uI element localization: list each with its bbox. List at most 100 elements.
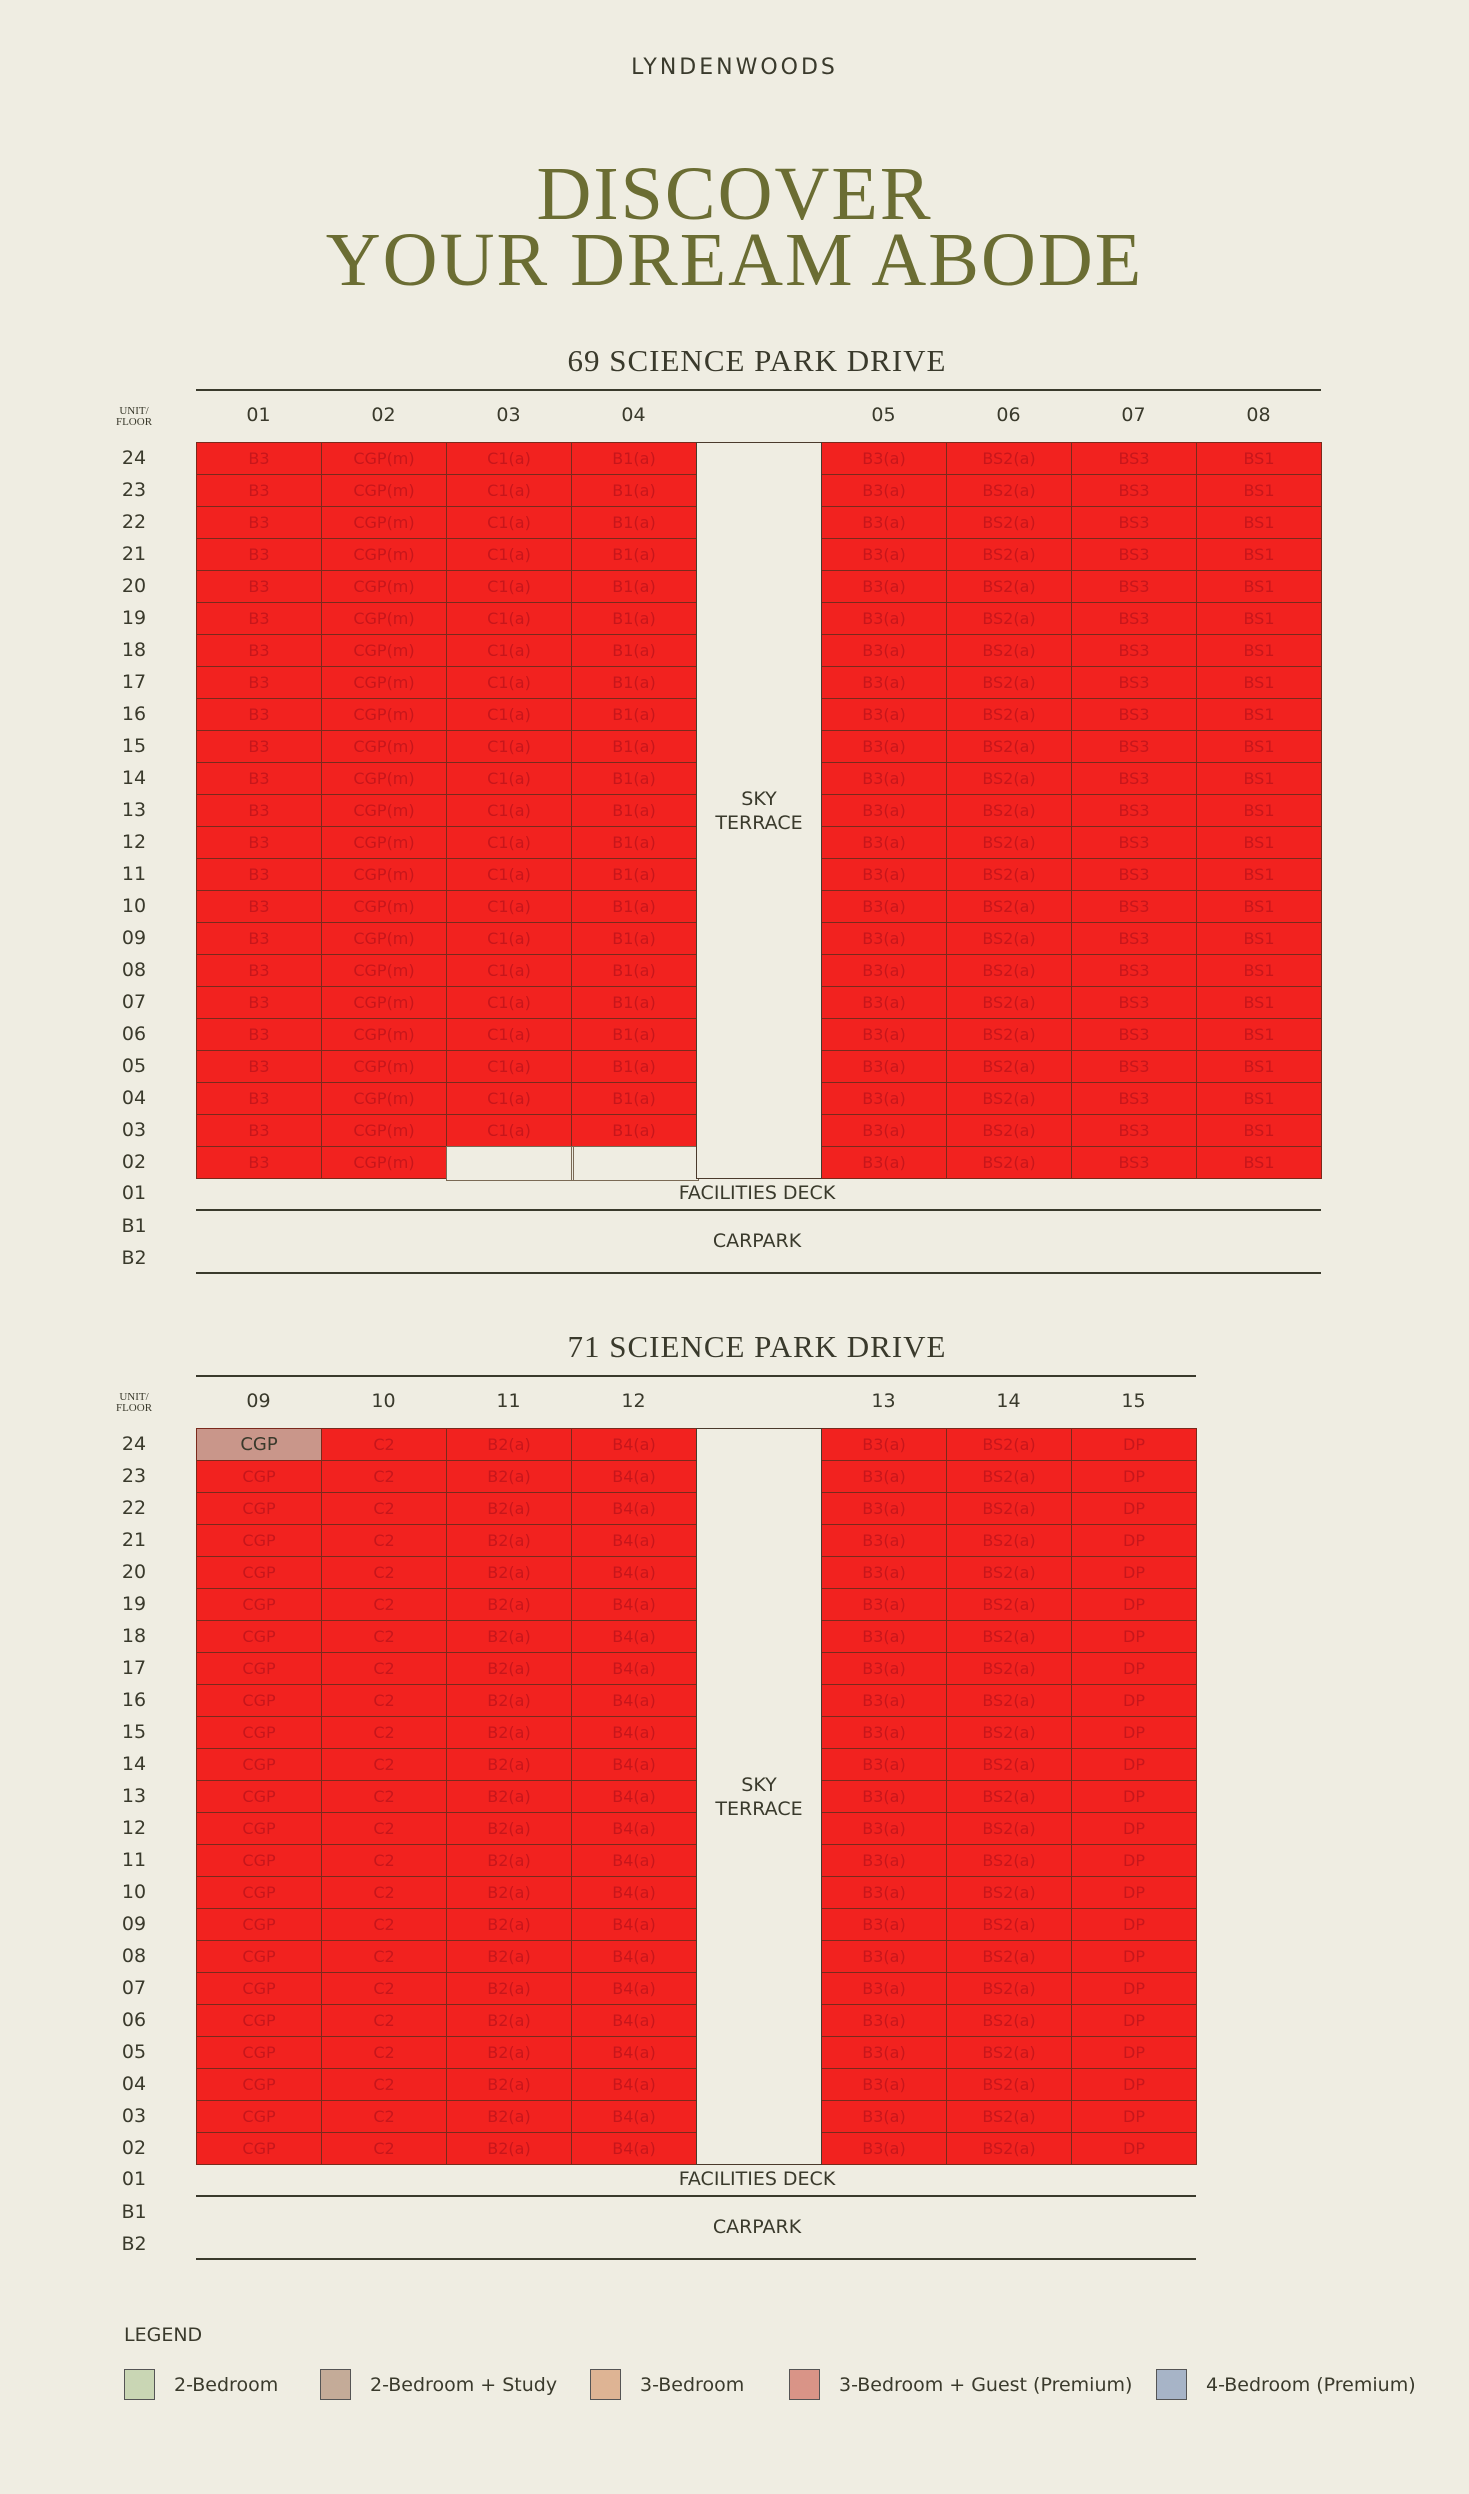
unit-cell: C1(a): [446, 666, 572, 699]
unit-cell: B2(a): [446, 1812, 572, 1845]
unit-cell: B1(a): [571, 890, 697, 923]
unit-cell: CGP(m): [321, 570, 447, 603]
unit-cell: B3(a): [821, 826, 947, 859]
unit-cell: BS2(a): [946, 1652, 1072, 1685]
unit-cell: BS1: [1196, 794, 1322, 827]
unit-cell: B3(a): [821, 954, 947, 987]
unit-cell: CGP(m): [321, 506, 447, 539]
unit-cell: CGP(m): [321, 1018, 447, 1051]
unit-cell: C2: [321, 1588, 447, 1621]
floor-label: 06: [121, 2009, 147, 2031]
legend-label: 2-Bedroom + Study: [370, 2373, 558, 2396]
unit-cell: BS1: [1196, 954, 1322, 987]
unit-cell: B4(a): [571, 1652, 697, 1685]
unit-cell: DP: [1071, 1684, 1197, 1717]
unit-cell: B4(a): [571, 1524, 697, 1557]
unit-cell: B2(a): [446, 1620, 572, 1653]
unit-cell: B2(a): [446, 1908, 572, 1941]
unit-cell: C2: [321, 1844, 447, 1877]
unit-cell: C2: [321, 1620, 447, 1653]
unit-cell: C1(a): [446, 826, 572, 859]
unit-cell: B3(a): [821, 1684, 947, 1717]
unit-cell: B3(a): [821, 1588, 947, 1621]
unit-cell: CGP(m): [321, 986, 447, 1019]
unit-cell: B3(a): [821, 474, 947, 507]
unit-cell: BS2(a): [946, 1588, 1072, 1621]
unit-cell: DP: [1071, 1524, 1197, 1557]
legend-label: 3-Bedroom: [640, 2373, 745, 2396]
unit-cell: B4(a): [571, 2100, 697, 2133]
unit-cell: C2: [321, 2036, 447, 2069]
unit-cell: CGP: [196, 1716, 322, 1749]
unit-cell: C2: [321, 1428, 447, 1461]
unit-cell: BS3: [1071, 506, 1197, 539]
unit-cell: B1(a): [571, 506, 697, 539]
unit-cell: CGP: [196, 1524, 322, 1557]
unit-cell: B3: [196, 986, 322, 1019]
unit-cell: BS1: [1196, 570, 1322, 603]
floor-label: 24: [121, 447, 147, 469]
floor-label: 08: [121, 959, 147, 981]
unit-cell: B1(a): [571, 1050, 697, 1083]
unit-cell: B3(a): [821, 602, 947, 635]
page-title: YOUR DREAM ABODE: [325, 217, 1144, 302]
unit-cell: C1(a): [446, 858, 572, 891]
unit-cell: CGP(m): [321, 1082, 447, 1115]
unit-cell: B3: [196, 826, 322, 859]
unit-cell: DP: [1071, 1556, 1197, 1589]
unit-cell: DP: [1071, 1492, 1197, 1525]
unit-cell: B3(a): [821, 922, 947, 955]
unit-cell: B3(a): [821, 442, 947, 475]
unit-cell: B3(a): [821, 1492, 947, 1525]
unit-cell: B4(a): [571, 1492, 697, 1525]
unit-cell: B2(a): [446, 2068, 572, 2101]
unit-cell: CGP(m): [321, 762, 447, 795]
unit-cell: CGP(m): [321, 858, 447, 891]
unit-cell: B2(a): [446, 1716, 572, 1749]
unit-cell: B3(a): [821, 666, 947, 699]
unit-cell: DP: [1071, 1780, 1197, 1813]
unit-cell: BS3: [1071, 634, 1197, 667]
unit-cell: B4(a): [571, 1972, 697, 2005]
unit-cell: BS1: [1196, 1018, 1322, 1051]
column-header: 03: [496, 404, 521, 426]
unit-cell: B2(a): [446, 1588, 572, 1621]
unit-cell: DP: [1071, 1812, 1197, 1845]
unit-cell: BS3: [1071, 1146, 1197, 1179]
unit-cell: C2: [321, 1556, 447, 1589]
unit-cell: C2: [321, 1652, 447, 1685]
unit-cell: B3(a): [821, 570, 947, 603]
unit-cell: B3(a): [821, 2036, 947, 2069]
unit-cell: C1(a): [446, 634, 572, 667]
floor-label: 06: [121, 1023, 147, 1045]
unit-cell: CGP: [196, 1588, 322, 1621]
floor-label: 04: [121, 2073, 147, 2095]
unit-cell: BS3: [1071, 890, 1197, 923]
unit-cell: C1(a): [446, 474, 572, 507]
unit-cell: BS2(a): [946, 1876, 1072, 1909]
unit-cell: B4(a): [571, 2004, 697, 2037]
unit-cell: DP: [1071, 1908, 1197, 1941]
unit-cell: B4(a): [571, 1876, 697, 1909]
unit-cell: B2(a): [446, 1940, 572, 1973]
unit-cell: BS1: [1196, 730, 1322, 763]
carpark: CARPARK: [712, 1230, 802, 1252]
unit-floor-label: UNIT/ FLOOR: [115, 405, 153, 428]
divider: [196, 389, 1321, 391]
legend-swatch: [590, 2369, 621, 2400]
legend-label: 3-Bedroom + Guest (Premium): [839, 2373, 1133, 2396]
unit-cell: B3(a): [821, 730, 947, 763]
unit-cell: B1(a): [571, 666, 697, 699]
unit-cell: CGP: [196, 2036, 322, 2069]
unit-cell: B3(a): [821, 1620, 947, 1653]
unit-cell: C1(a): [446, 506, 572, 539]
legend-label: 4-Bedroom (Premium): [1206, 2373, 1416, 2396]
unit-cell: B3: [196, 698, 322, 731]
unit-cell: B4(a): [571, 1428, 697, 1461]
floor-label: 10: [121, 1881, 147, 1903]
unit-cell: C2: [321, 1812, 447, 1845]
unit-cell: BS2(a): [946, 634, 1072, 667]
unit-cell: DP: [1071, 1876, 1197, 1909]
unit-cell: B3(a): [821, 1460, 947, 1493]
unit-cell: C1(a): [446, 954, 572, 987]
